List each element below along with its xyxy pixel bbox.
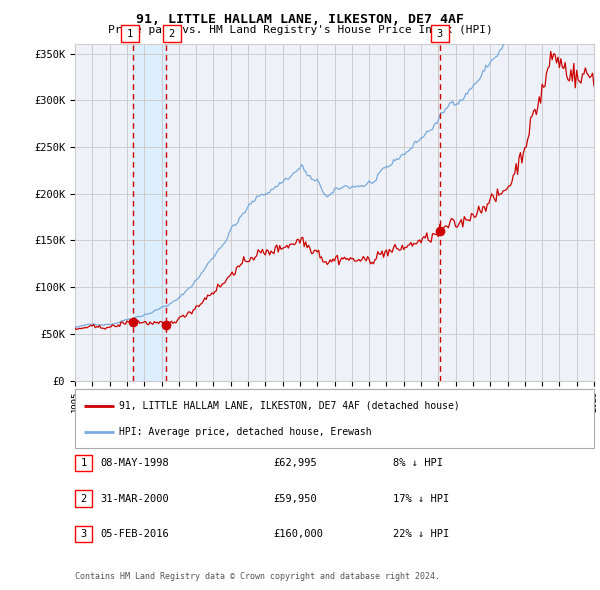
Text: 1: 1 [127,29,133,38]
Text: £59,950: £59,950 [273,494,317,503]
Text: 91, LITTLE HALLAM LANE, ILKESTON, DE7 4AF (detached house): 91, LITTLE HALLAM LANE, ILKESTON, DE7 4A… [119,401,460,411]
Text: 22% ↓ HPI: 22% ↓ HPI [393,529,449,539]
Text: Price paid vs. HM Land Registry's House Price Index (HPI): Price paid vs. HM Land Registry's House … [107,25,493,35]
Text: 31-MAR-2000: 31-MAR-2000 [100,494,169,503]
Text: £160,000: £160,000 [273,529,323,539]
Text: 3: 3 [80,529,86,539]
Text: 8% ↓ HPI: 8% ↓ HPI [393,458,443,468]
Text: 17% ↓ HPI: 17% ↓ HPI [393,494,449,503]
Text: 91, LITTLE HALLAM LANE, ILKESTON, DE7 4AF: 91, LITTLE HALLAM LANE, ILKESTON, DE7 4A… [136,13,464,26]
Bar [133,44,166,381]
Text: 2: 2 [169,29,175,38]
Text: Contains HM Land Registry data © Crown copyright and database right 2024.: Contains HM Land Registry data © Crown c… [75,572,440,581]
Text: 3: 3 [437,29,443,38]
Text: 08-MAY-1998: 08-MAY-1998 [100,458,169,468]
Text: HPI: Average price, detached house, Erewash: HPI: Average price, detached house, Erew… [119,427,371,437]
Text: 05-FEB-2016: 05-FEB-2016 [100,529,169,539]
Text: 1: 1 [80,458,86,468]
Text: 2: 2 [80,494,86,503]
Text: £62,995: £62,995 [273,458,317,468]
